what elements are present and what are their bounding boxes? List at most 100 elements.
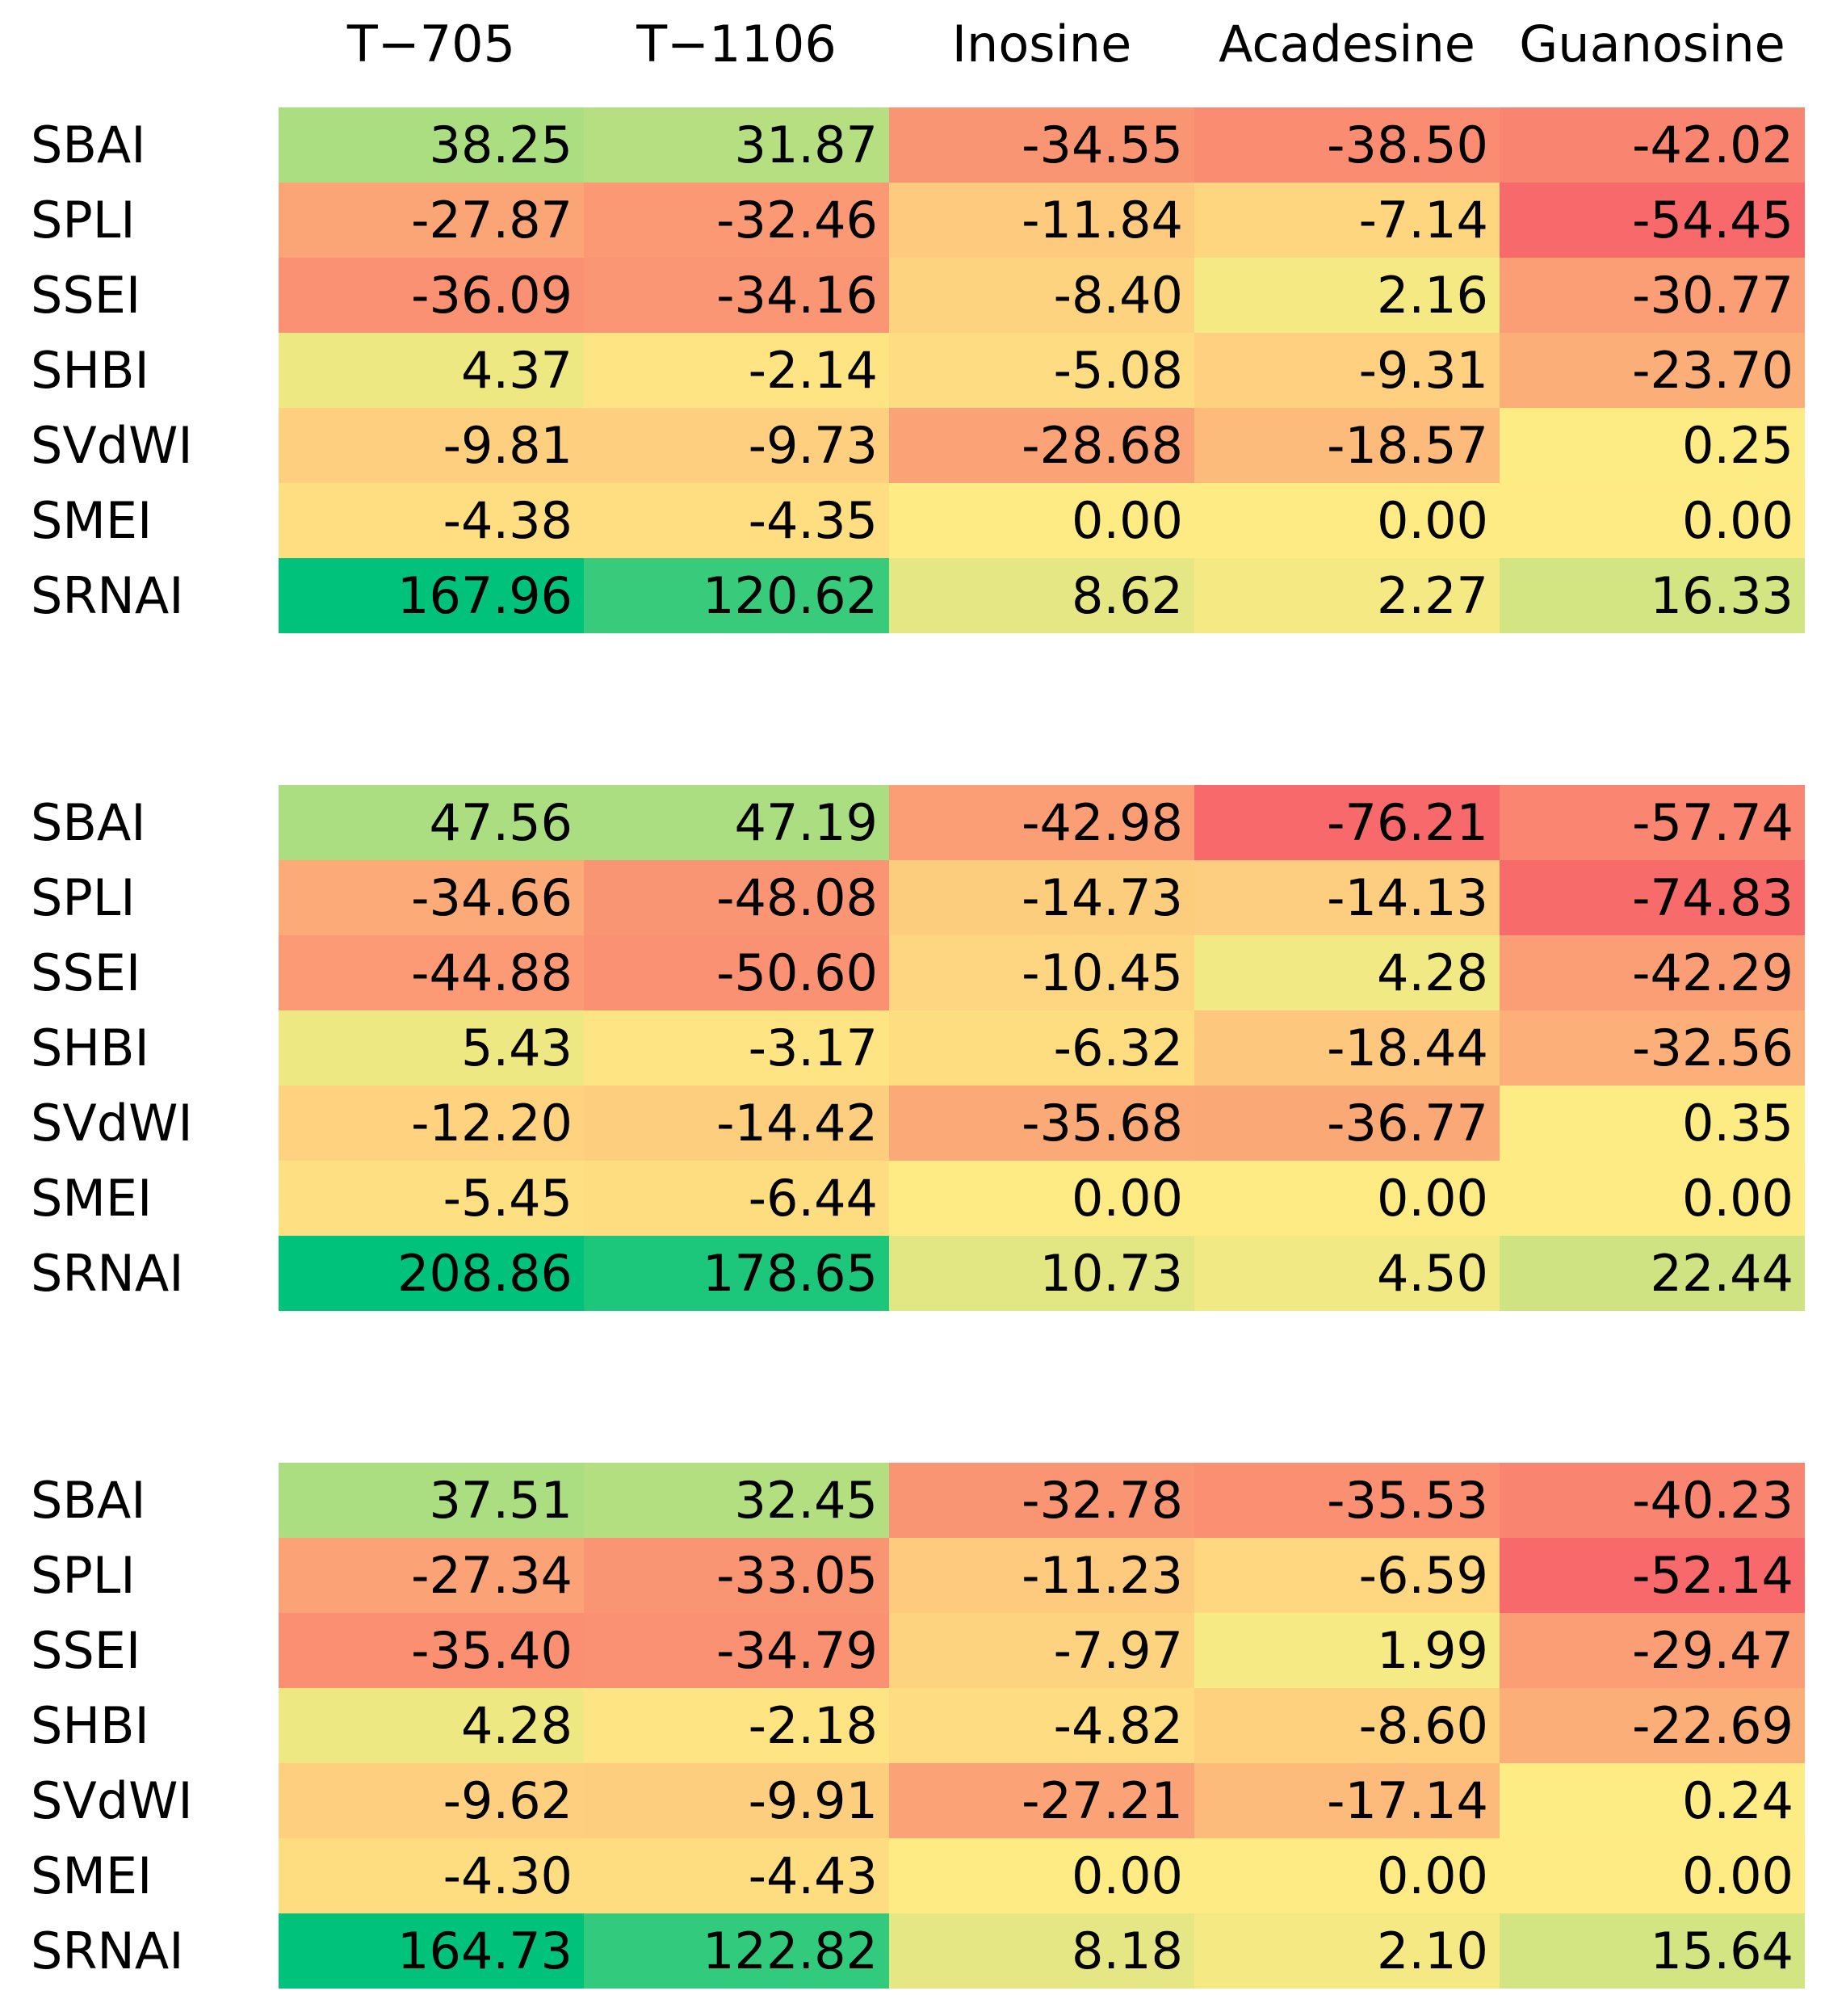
heatmap-cell: -27.87: [279, 183, 584, 258]
heatmap-cell: -42.02: [1500, 107, 1805, 183]
heatmap-cell: -48.08: [584, 860, 889, 935]
heatmap-cell: 178.65: [584, 1236, 889, 1311]
heatmap-cell: 0.00: [1194, 483, 1500, 558]
heatmap-cell: -35.68: [889, 1086, 1194, 1161]
heatmap-cell: -33.05: [584, 1538, 889, 1613]
heatmap-cell: -74.83: [1500, 860, 1805, 935]
heatmap-cell: -76.21: [1194, 785, 1500, 860]
heatmap-cell: -27.34: [279, 1538, 584, 1613]
heatmap-cell: 0.00: [1194, 1838, 1500, 1913]
column-header-3: Acadesine: [1219, 15, 1475, 74]
heatmap-cell: 0.00: [1194, 1161, 1500, 1236]
heatmap-cell: -35.40: [279, 1613, 584, 1688]
heatmap-cell: 0.00: [889, 1838, 1194, 1913]
heatmap-cell: -8.60: [1194, 1688, 1500, 1763]
heatmap-cell: -44.88: [279, 935, 584, 1010]
row-label-shbi: SHBI: [31, 341, 149, 400]
heatmap-cell: -30.77: [1500, 258, 1805, 333]
row-label-shbi: SHBI: [31, 1018, 149, 1077]
heatmap-cell: 0.00: [1500, 483, 1805, 558]
heatmap-cell: 0.00: [1500, 1161, 1805, 1236]
heatmap-cell: -11.23: [889, 1538, 1194, 1613]
heatmap-cell: -34.16: [584, 258, 889, 333]
column-header-1: T−1106: [636, 15, 837, 74]
row-label-srnai: SRNAI: [31, 1244, 184, 1303]
heatmap-cell: -2.18: [584, 1688, 889, 1763]
heatmap-cell: 164.73: [279, 1913, 584, 1989]
heatmap-cell: -5.08: [889, 333, 1194, 408]
heatmap-cell: -34.66: [279, 860, 584, 935]
heatmap-cell: 8.62: [889, 558, 1194, 633]
heatmap-cell: 8.18: [889, 1913, 1194, 1989]
heatmap-cell: 167.96: [279, 558, 584, 633]
heatmap-cell: -28.68: [889, 408, 1194, 483]
heatmap-cell: 0.24: [1500, 1763, 1805, 1838]
row-label-smei: SMEI: [31, 1846, 153, 1905]
heatmap-cell: -9.31: [1194, 333, 1500, 408]
row-label-srnai: SRNAI: [31, 1922, 184, 1980]
heatmap-cell: -23.70: [1500, 333, 1805, 408]
heatmap-cell: -32.78: [889, 1463, 1194, 1538]
heatmap-cell: 37.51: [279, 1463, 584, 1538]
heatmap-cell: -6.44: [584, 1161, 889, 1236]
heatmap-cell: -40.23: [1500, 1463, 1805, 1538]
heatmap-cell: -2.14: [584, 333, 889, 408]
row-label-shbi: SHBI: [31, 1696, 149, 1755]
row-label-svdwi: SVdWI: [31, 1094, 193, 1153]
heatmap-cell: 4.50: [1194, 1236, 1500, 1311]
row-label-ssei: SSEI: [31, 1621, 141, 1680]
heatmap-cell: 122.82: [584, 1913, 889, 1989]
heatmap-cell: -34.79: [584, 1613, 889, 1688]
heatmap-cell: -4.30: [279, 1838, 584, 1913]
heatmap-cell: -35.53: [1194, 1463, 1500, 1538]
heatmap-cell: -4.38: [279, 483, 584, 558]
heatmap-cell: 47.56: [279, 785, 584, 860]
heatmap-cell: 2.27: [1194, 558, 1500, 633]
heatmap-cell: -9.91: [584, 1763, 889, 1838]
row-label-svdwi: SVdWI: [31, 416, 193, 475]
heatmap-cell: 120.62: [584, 558, 889, 633]
heatmap-cell: 208.86: [279, 1236, 584, 1311]
heatmap-cell: -42.29: [1500, 935, 1805, 1010]
heatmap-cell: 4.28: [279, 1688, 584, 1763]
heatmap-cell: 4.28: [1194, 935, 1500, 1010]
row-label-srnai: SRNAI: [31, 566, 184, 625]
heatmap-cell: 22.44: [1500, 1236, 1805, 1311]
heatmap-cell: 10.73: [889, 1236, 1194, 1311]
heatmap-cell: -54.45: [1500, 183, 1805, 258]
heatmap-cell: -6.32: [889, 1010, 1194, 1086]
heatmap-cell: -32.46: [584, 183, 889, 258]
row-label-spli: SPLI: [31, 868, 136, 927]
heatmap-cell: -38.50: [1194, 107, 1500, 183]
row-label-spli: SPLI: [31, 191, 136, 250]
heatmap-cell: 2.16: [1194, 258, 1500, 333]
row-label-smei: SMEI: [31, 1169, 153, 1228]
heatmap-cell: -36.09: [279, 258, 584, 333]
heatmap-cell: -9.73: [584, 408, 889, 483]
heatmap-cell: -36.77: [1194, 1086, 1500, 1161]
heatmap-cell: -57.74: [1500, 785, 1805, 860]
column-header-2: Inosine: [951, 15, 1132, 74]
heatmap-cell: -27.21: [889, 1763, 1194, 1838]
heatmap-cell: -7.14: [1194, 183, 1500, 258]
heatmap-cell: -9.62: [279, 1763, 584, 1838]
heatmap-cell: -34.55: [889, 107, 1194, 183]
heatmap-cell: -17.14: [1194, 1763, 1500, 1838]
heatmap-cell: -6.59: [1194, 1538, 1500, 1613]
heatmap-cell: -12.20: [279, 1086, 584, 1161]
heatmap-cell: 0.00: [889, 483, 1194, 558]
heatmap-cell: -9.81: [279, 408, 584, 483]
heatmap-cell: 0.00: [889, 1161, 1194, 1236]
row-label-ssei: SSEI: [31, 266, 141, 325]
heatmap-cell: -18.57: [1194, 408, 1500, 483]
heatmap-cell: -14.13: [1194, 860, 1500, 935]
heatmap-cell: -18.44: [1194, 1010, 1500, 1086]
row-label-smei: SMEI: [31, 491, 153, 550]
heatmap-cell: 2.10: [1194, 1913, 1500, 1989]
heatmap-cell: -14.42: [584, 1086, 889, 1161]
heatmap-cell: 31.87: [584, 107, 889, 183]
row-label-sbai: SBAI: [31, 793, 146, 852]
heatmap-cell: 15.64: [1500, 1913, 1805, 1989]
heatmap-cell: 16.33: [1500, 558, 1805, 633]
